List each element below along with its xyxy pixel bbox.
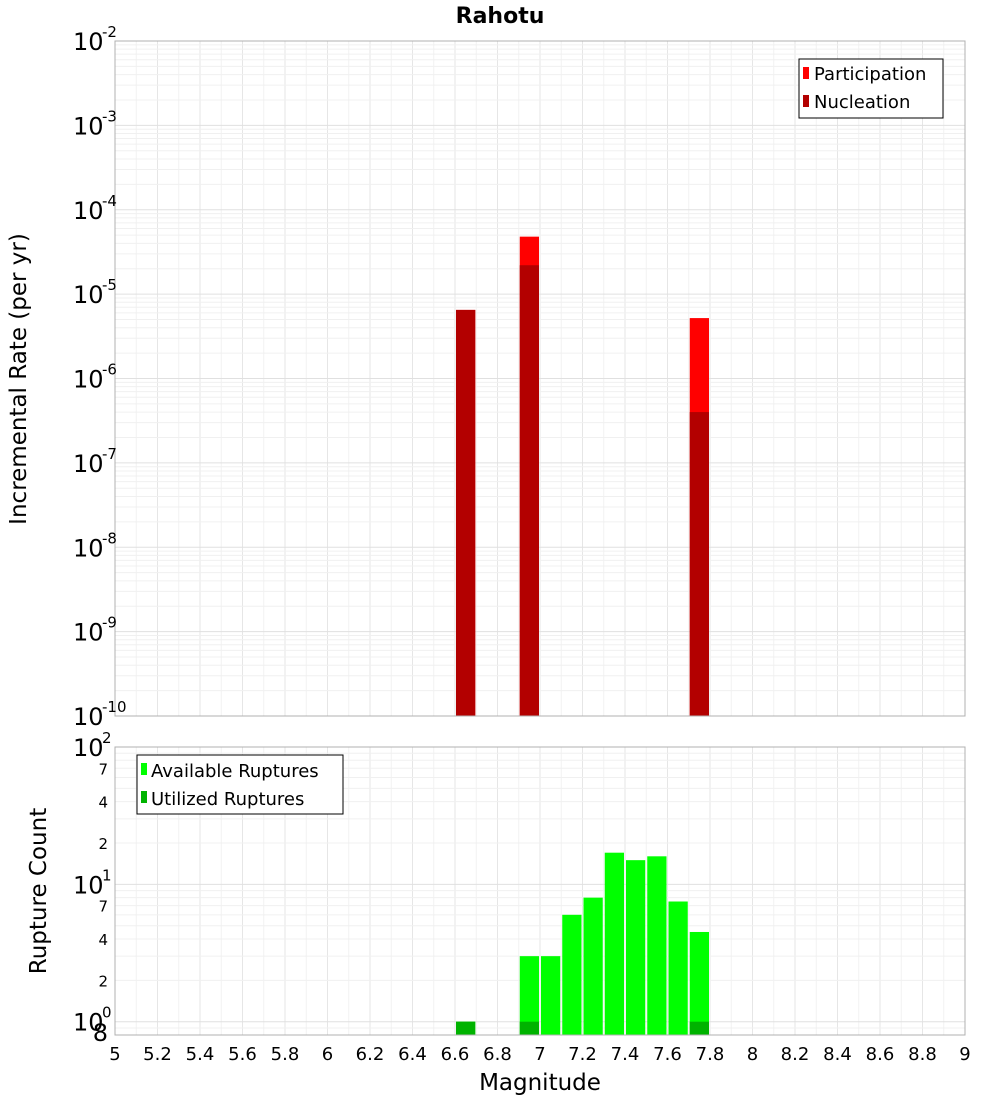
bottom-bar-0-4 [583, 897, 603, 1035]
x-tick-labels: 5 5.2 5.4 5.6 5.8 6 6.2 6.4 6.6 6.8 7 7.2 7.4 7.6 7.8 8… [109, 1044, 970, 1065]
x-tick-9: 6.8 [483, 1044, 512, 1065]
top-ytick-base-4: 10 [73, 366, 104, 394]
x-tick-5: 6 [322, 1044, 333, 1065]
top-legend-box [798, 58, 944, 119]
top-ytick-exp-4: -6 [102, 361, 117, 379]
legend-swatch-participation [803, 67, 809, 79]
top-y-axis-label: Incremental Rate (per yr) [6, 233, 32, 525]
legend-label-utilized: Utilized Ruptures [151, 789, 304, 810]
legend-swatch-utilized [141, 791, 147, 803]
bottom-bar-0-7 [647, 856, 667, 1035]
x-tick-17: 8.4 [823, 1044, 852, 1065]
top-ytick-exp-8: -2 [102, 23, 117, 41]
bottom-ytick-base-2: 10 [73, 734, 104, 762]
bottom-plot-frame [114, 746, 966, 1036]
bottom-bar-1-0 [456, 1021, 476, 1035]
x-tick-11: 7.2 [568, 1044, 597, 1065]
x-tick-3: 5.6 [228, 1044, 257, 1065]
top-ytick-base-0: 10 [73, 703, 104, 731]
top-ytick-base-1: 10 [73, 619, 104, 647]
bottom-ytick-exp-2: 2 [102, 729, 112, 747]
top-bar-1-0 [456, 309, 476, 716]
bottom-y-axis-label: Rupture Count [26, 808, 52, 974]
top-ytick-base-3: 10 [73, 450, 104, 478]
bottom-ytick-exp-0: 0 [102, 1004, 112, 1022]
legend-label-nucleation: Nucleation [814, 92, 910, 113]
top-ytick-base-6: 10 [73, 197, 104, 225]
top-bars [456, 236, 709, 716]
top-gridlines [114, 41, 966, 717]
x-tick-8: 6.6 [441, 1044, 470, 1065]
top-ytick-base-5: 10 [73, 281, 104, 309]
legend-label-participation: Participation [814, 64, 926, 85]
bottom-bar-0-3 [562, 914, 582, 1035]
x-tick-18: 8.6 [866, 1044, 895, 1065]
top-ytick-base-2: 10 [73, 534, 104, 562]
x-tick-10: 7 [534, 1044, 545, 1065]
x-tick-14: 7.8 [696, 1044, 725, 1065]
top-bar-1-1 [519, 265, 539, 716]
x-tick-15: 8 [747, 1044, 758, 1065]
x-tick-1: 5.2 [143, 1044, 172, 1065]
top-ytick-exp-1: -9 [102, 614, 117, 632]
bottom-bar-1-1 [519, 1021, 539, 1035]
legend-swatch-nucleation [803, 95, 809, 107]
bottom-ytick-minor-2: 4 [98, 931, 108, 949]
top-ytick-base-8: 10 [73, 28, 104, 56]
top-ytick-exp-2: -8 [102, 529, 117, 547]
x-tick-16: 8.2 [781, 1044, 810, 1065]
x-tick-20: 9 [959, 1044, 970, 1065]
bottom-bar-0-5 [604, 852, 624, 1035]
bottom-ytick-minor-5: 4 [98, 794, 108, 812]
bottom-bar-1-2 [689, 1021, 709, 1035]
x-tick-19: 8.8 [908, 1044, 937, 1065]
x-axis-label: Magnitude [479, 1070, 601, 1096]
x-tick-0: 5 [109, 1044, 120, 1065]
top-ytick-exp-0: -10 [102, 698, 127, 716]
bottom-ytick-minor-6: 7 [98, 760, 108, 778]
bottom-ytick-minor-3: 7 [98, 898, 108, 916]
bottom-ytick-minor-4: 2 [98, 835, 108, 853]
top-legend: Participation Nucleation [798, 58, 944, 119]
legend-label-available: Available Ruptures [151, 761, 319, 782]
x-tick-4: 5.8 [271, 1044, 300, 1065]
bottom-ytick-minor-0: 8 [93, 1019, 108, 1047]
top-ytick-base-7: 10 [73, 112, 104, 140]
bottom-ytick-base-1: 10 [73, 871, 104, 899]
bottom-bar-0-6 [626, 860, 646, 1035]
bottom-legend-box [136, 754, 344, 815]
bottom-bars [456, 852, 709, 1035]
x-tick-12: 7.4 [611, 1044, 640, 1065]
top-ytick-exp-7: -3 [102, 107, 117, 125]
x-tick-13: 7.6 [653, 1044, 682, 1065]
top-ytick-exp-6: -4 [102, 192, 117, 210]
x-tick-2: 5.4 [186, 1044, 215, 1065]
top-plot-frame [114, 40, 966, 717]
bottom-ytick-base-0: 10 [73, 1009, 104, 1037]
bottom-bar-0-9 [689, 931, 709, 1035]
x-tick-6: 6.2 [356, 1044, 385, 1065]
bottom-bar-0-2 [541, 956, 561, 1035]
chart-title: Rahotu [456, 4, 545, 29]
top-ytick-exp-5: -5 [102, 276, 117, 294]
bottom-ytick-minor-1: 2 [98, 972, 108, 990]
bottom-bar-0-8 [668, 901, 688, 1035]
bottom-bar-0-1 [519, 956, 539, 1035]
legend-swatch-available [141, 763, 147, 775]
top-bar-1-2 [689, 412, 709, 716]
bottom-ytick-exp-1: 1 [102, 866, 112, 884]
bottom-legend: Available Ruptures Utilized Ruptures [136, 754, 344, 815]
x-tick-7: 6.4 [398, 1044, 427, 1065]
top-ytick-exp-3: -7 [102, 445, 117, 463]
